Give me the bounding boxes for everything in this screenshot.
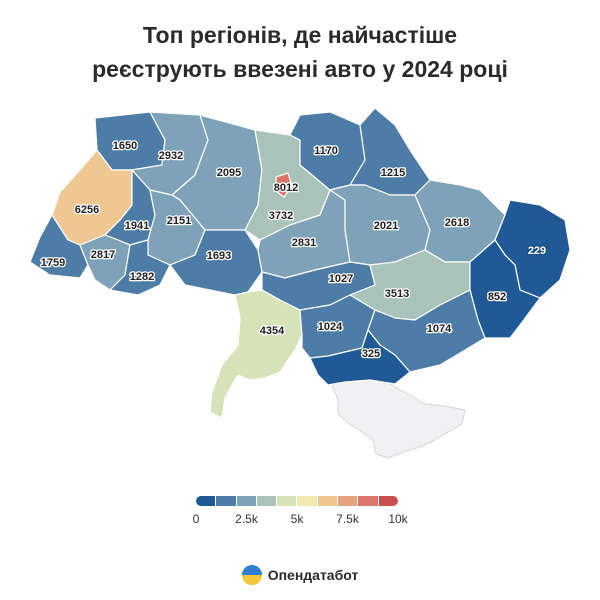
legend-segment: [255, 496, 277, 506]
legend-segment: [377, 496, 398, 506]
label-kyiv-oblast: 3732: [269, 210, 293, 222]
legend-segment: [296, 496, 317, 506]
color-legend: 0 2.5k 5k 7.5k 10k: [192, 496, 408, 530]
label-odesa: 4354: [260, 325, 285, 337]
label-rivne: 2932: [159, 150, 183, 162]
title-line-2: реєструють ввезені авто у 2024 році: [92, 56, 508, 82]
regions-layer: [29, 107, 571, 459]
label-dnipropetrovsk: 3513: [385, 288, 409, 300]
label-kherson: 325: [362, 348, 380, 360]
legend-segment: [235, 496, 256, 506]
label-vinnytsia: 1693: [207, 250, 231, 262]
label-zakarpattia: 1759: [41, 257, 65, 269]
legend-segment: [337, 496, 358, 506]
legend-tick-label: 5k: [290, 512, 304, 526]
label-ivano-frankivsk: 2817: [91, 249, 115, 261]
legend-tick-label: 7.5k: [336, 512, 359, 526]
opendatabot-logo-icon: [241, 565, 262, 585]
label-kharkiv: 2618: [445, 217, 469, 229]
brand-footer: Опендатабот: [0, 565, 600, 585]
label-cherkasy: 2831: [292, 237, 316, 249]
label-kyiv-city: 8012: [274, 182, 298, 194]
label-kirovohrad: 1027: [329, 273, 353, 285]
legend-tick-label: 10k: [388, 512, 408, 526]
title-line-1: Топ регіонів, де найчастіше: [142, 22, 458, 48]
region-kyiv-city: [275, 172, 293, 198]
label-poltava: 2021: [374, 220, 398, 232]
label-chernihiv: 1170: [314, 145, 338, 157]
label-mykolaiv: 1024: [318, 321, 343, 333]
label-zaporizhzhia: 1074: [427, 323, 452, 335]
legend-segment: [316, 496, 338, 506]
label-ternopil: 1941: [125, 220, 149, 232]
legend-segment: [196, 496, 216, 506]
label-chernivtsi: 1282: [130, 271, 154, 283]
map-title: Топ регіонів, де найчастіше реєструють в…: [0, 18, 600, 86]
legend-tick-label: 0: [192, 512, 200, 526]
legend-tick-label: 2.5k: [235, 512, 258, 526]
label-donetsk: 852: [488, 291, 506, 303]
legend-ticks: 0 2.5k 5k 7.5k 10k: [192, 512, 408, 530]
legend-segment: [215, 496, 236, 506]
label-sumy: 1215: [381, 167, 405, 179]
region-chernivtsi: [109, 239, 171, 296]
label-volyn: 1650: [113, 140, 137, 152]
legend-segment: [276, 496, 297, 506]
brand-name: Опендатабот: [267, 567, 359, 583]
label-zhytomyr: 2095: [217, 167, 241, 179]
label-khmelnytskyi: 2151: [167, 215, 191, 227]
label-lviv: 6256: [75, 204, 99, 216]
region-kherson: [309, 329, 411, 386]
region-zakarpattia: [29, 214, 89, 279]
region-odesa: [209, 289, 303, 419]
legend-segment: [357, 496, 378, 506]
label-luhansk: 229: [528, 245, 546, 257]
region-labels: 1650 2932 6256 1941 2151 2095 8012 3732 …: [39, 139, 547, 362]
region-crimea: [331, 371, 466, 459]
legend-color-bar: [196, 496, 398, 506]
